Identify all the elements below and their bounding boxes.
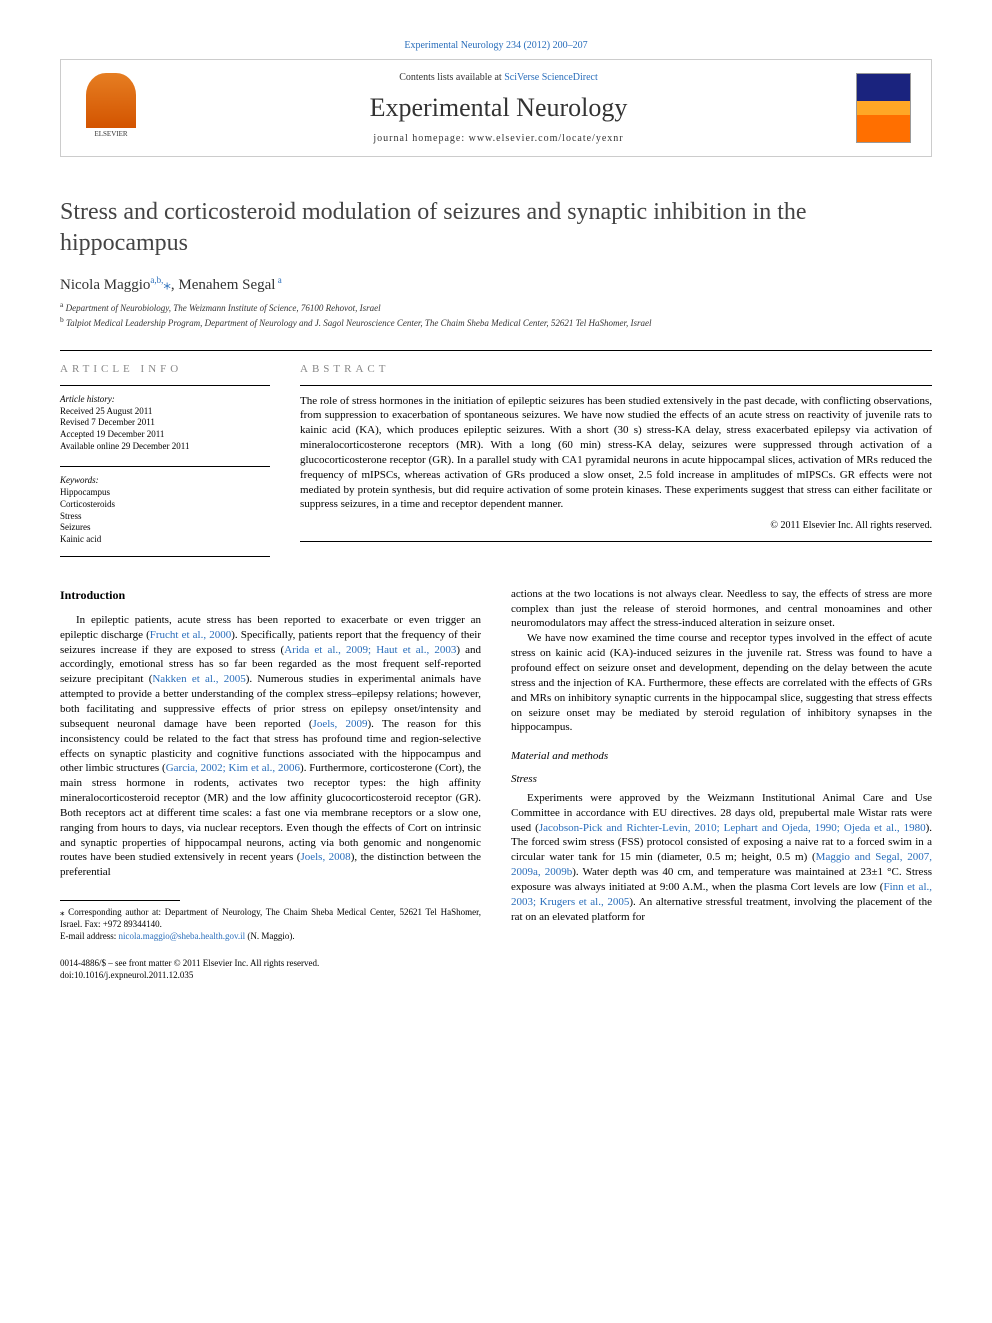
history-received: Received 25 August 2011 — [60, 406, 270, 418]
keyword: Seizures — [60, 522, 270, 534]
journal-name: Experimental Neurology — [141, 93, 856, 123]
article-info-block: article info Article history: Received 2… — [60, 351, 270, 557]
email-link[interactable]: nicola.maggio@sheba.health.gov.il — [118, 931, 245, 941]
methods-heading: Material and methods — [511, 749, 932, 764]
citation-link[interactable]: Arida et al., 2009; Haut et al., 2003 — [284, 644, 456, 656]
divider — [60, 385, 270, 386]
elsevier-logo: ELSEVIER — [81, 73, 141, 143]
top-journal-link[interactable]: Experimental Neurology 234 (2012) 200–20… — [60, 40, 932, 51]
author-1[interactable]: Nicola Maggio — [60, 277, 150, 293]
doi-line: doi:10.1016/j.expneurol.2011.12.035 — [60, 970, 481, 982]
bottom-info: 0014-4886/$ – see front matter © 2011 El… — [60, 958, 481, 981]
homepage-url[interactable]: www.elsevier.com/locate/yexnr — [469, 133, 624, 144]
page-container: Experimental Neurology 234 (2012) 200–20… — [0, 0, 992, 1022]
citation-link[interactable]: Joels, 2008 — [300, 851, 350, 863]
body-columns: Introduction In epileptic patients, acut… — [60, 587, 932, 982]
divider — [60, 556, 270, 557]
citation-link[interactable]: Garcia, 2002; Kim et al., 2006 — [166, 762, 300, 774]
header-center: Contents lists available at SciVerse Sci… — [141, 72, 856, 144]
sciencedirect-link[interactable]: SciVerse ScienceDirect — [504, 72, 598, 83]
intro-paragraph: In epileptic patients, acute stress has … — [60, 613, 481, 880]
journal-issue-link[interactable]: Experimental Neurology 234 (2012) 200–20… — [404, 40, 587, 51]
keyword: Stress — [60, 511, 270, 523]
copyright-line: © 2011 Elsevier Inc. All rights reserved… — [300, 520, 932, 531]
contents-line: Contents lists available at SciVerse Sci… — [141, 72, 856, 83]
elsevier-tree-icon — [86, 73, 136, 128]
keyword: Kainic acid — [60, 534, 270, 546]
abstract-heading: abstract — [300, 363, 932, 375]
history-online: Available online 29 December 2011 — [60, 441, 270, 453]
article-info-heading: article info — [60, 363, 270, 375]
journal-header: ELSEVIER Contents lists available at Sci… — [60, 59, 932, 157]
affiliations: a Department of Neurobiology, The Weizma… — [60, 300, 932, 329]
abstract-block: abstract The role of stress hormones in … — [300, 351, 932, 557]
homepage-line: journal homepage: www.elsevier.com/locat… — [141, 133, 856, 144]
history-label: Article history: — [60, 394, 270, 404]
info-abstract-row: article info Article history: Received 2… — [60, 350, 932, 557]
authors-line: Nicola Maggioa,b,⁎, Menahem Segal a — [60, 275, 932, 294]
citation-link[interactable]: Jacobson-Pick and Richter-Levin, 2010; L… — [539, 822, 926, 834]
intro-continuation: actions at the two locations is not alwa… — [511, 587, 932, 632]
methods-paragraph: Experiments were approved by the Weizman… — [511, 791, 932, 925]
right-column: actions at the two locations is not alwa… — [511, 587, 932, 982]
history-revised: Revised 7 December 2011 — [60, 417, 270, 429]
citation-link[interactable]: Nakken et al., 2005 — [152, 673, 245, 685]
corresponding-author-footnote: ⁎ Corresponding author at: Department of… — [60, 907, 481, 942]
affiliation-b: b Talpiot Medical Leadership Program, De… — [60, 315, 932, 330]
history-accepted: Accepted 19 December 2011 — [60, 429, 270, 441]
affiliation-a: a Department of Neurobiology, The Weizma… — [60, 300, 932, 315]
intro-paragraph-2: We have now examined the time course and… — [511, 631, 932, 735]
abstract-text: The role of stress hormones in the initi… — [300, 394, 932, 513]
journal-cover-thumbnail — [856, 73, 911, 143]
author-2[interactable]: , Menahem Segal — [171, 277, 276, 293]
footnote-divider — [60, 900, 180, 901]
citation-link[interactable]: Frucht et al., 2000 — [150, 629, 232, 641]
publisher-name: ELSEVIER — [94, 130, 127, 138]
citation-link[interactable]: Joels, 2009 — [313, 718, 368, 730]
stress-subheading: Stress — [511, 772, 932, 787]
front-matter-line: 0014-4886/$ – see front matter © 2011 El… — [60, 958, 481, 970]
divider — [300, 541, 932, 542]
keywords-block: Keywords: Hippocampus Corticosteroids St… — [60, 466, 270, 545]
divider — [60, 466, 270, 467]
introduction-heading: Introduction — [60, 587, 481, 603]
keyword: Corticosteroids — [60, 499, 270, 511]
article-title: Stress and corticosteroid modulation of … — [60, 197, 932, 259]
keyword: Hippocampus — [60, 487, 270, 499]
keywords-label: Keywords: — [60, 475, 270, 485]
left-column: Introduction In epileptic patients, acut… — [60, 587, 481, 982]
divider — [300, 385, 932, 386]
